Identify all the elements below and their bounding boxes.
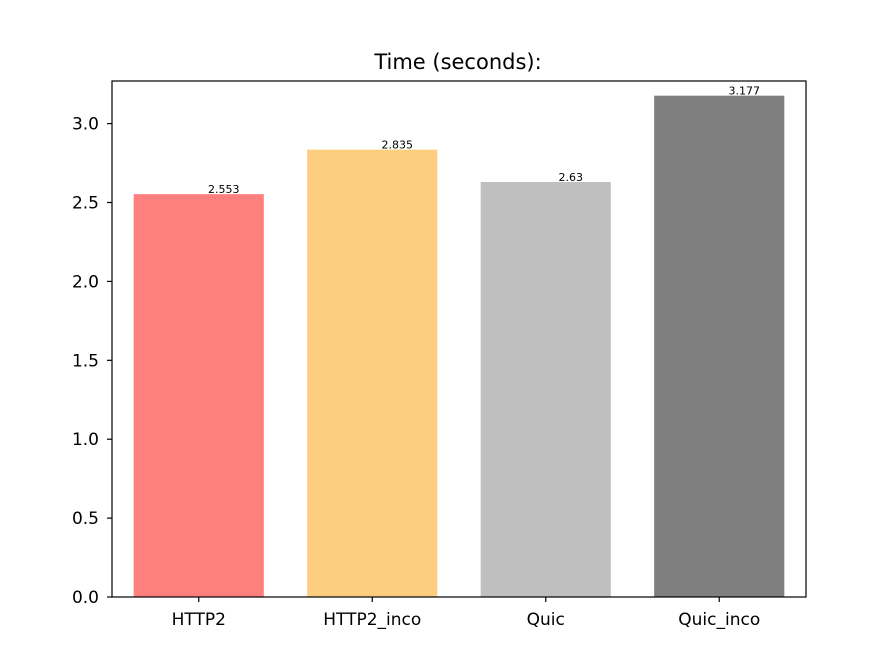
value-label-quic: 2.63 xyxy=(559,171,584,184)
value-label-http2-inco: 2.835 xyxy=(382,139,414,152)
chart-title: Time (seconds): xyxy=(373,50,541,74)
plot-area-frame xyxy=(111,80,807,598)
x-tick-label-quic: Quic xyxy=(527,610,565,630)
y-tick-label-0-0: 0.0 xyxy=(72,588,99,608)
bar-quic-inco xyxy=(654,95,785,597)
y-tick-label-2-5: 2.5 xyxy=(72,194,99,214)
bar-http2-inco xyxy=(307,149,438,597)
value-label-quic-inco: 3.177 xyxy=(729,85,761,98)
y-tick-label-1-0: 1.0 xyxy=(72,430,99,450)
x-tick-label-http2-inco: HTTP2_inco xyxy=(323,610,421,630)
y-tick-label-0-5: 0.5 xyxy=(72,509,99,529)
x-axis: HTTP2 HTTP2_inco Quic Quic_inco xyxy=(172,597,760,630)
y-tick-label-2-0: 2.0 xyxy=(72,272,99,292)
value-labels: 2.553 2.835 2.63 3.177 xyxy=(208,85,760,196)
value-label-http2: 2.553 xyxy=(208,183,240,196)
x-tick-label-http2: HTTP2 xyxy=(172,610,226,630)
y-axis: 0.0 0.5 1.0 1.5 2.0 2.5 3.0 xyxy=(72,115,112,608)
y-tick-label-1-5: 1.5 xyxy=(72,351,99,371)
y-tick-label-3-0: 3.0 xyxy=(72,115,99,135)
bars xyxy=(133,95,785,597)
bar-quic xyxy=(480,181,611,597)
x-tick-label-quic-inco: Quic_inco xyxy=(678,610,760,630)
bar-http2 xyxy=(133,194,264,597)
